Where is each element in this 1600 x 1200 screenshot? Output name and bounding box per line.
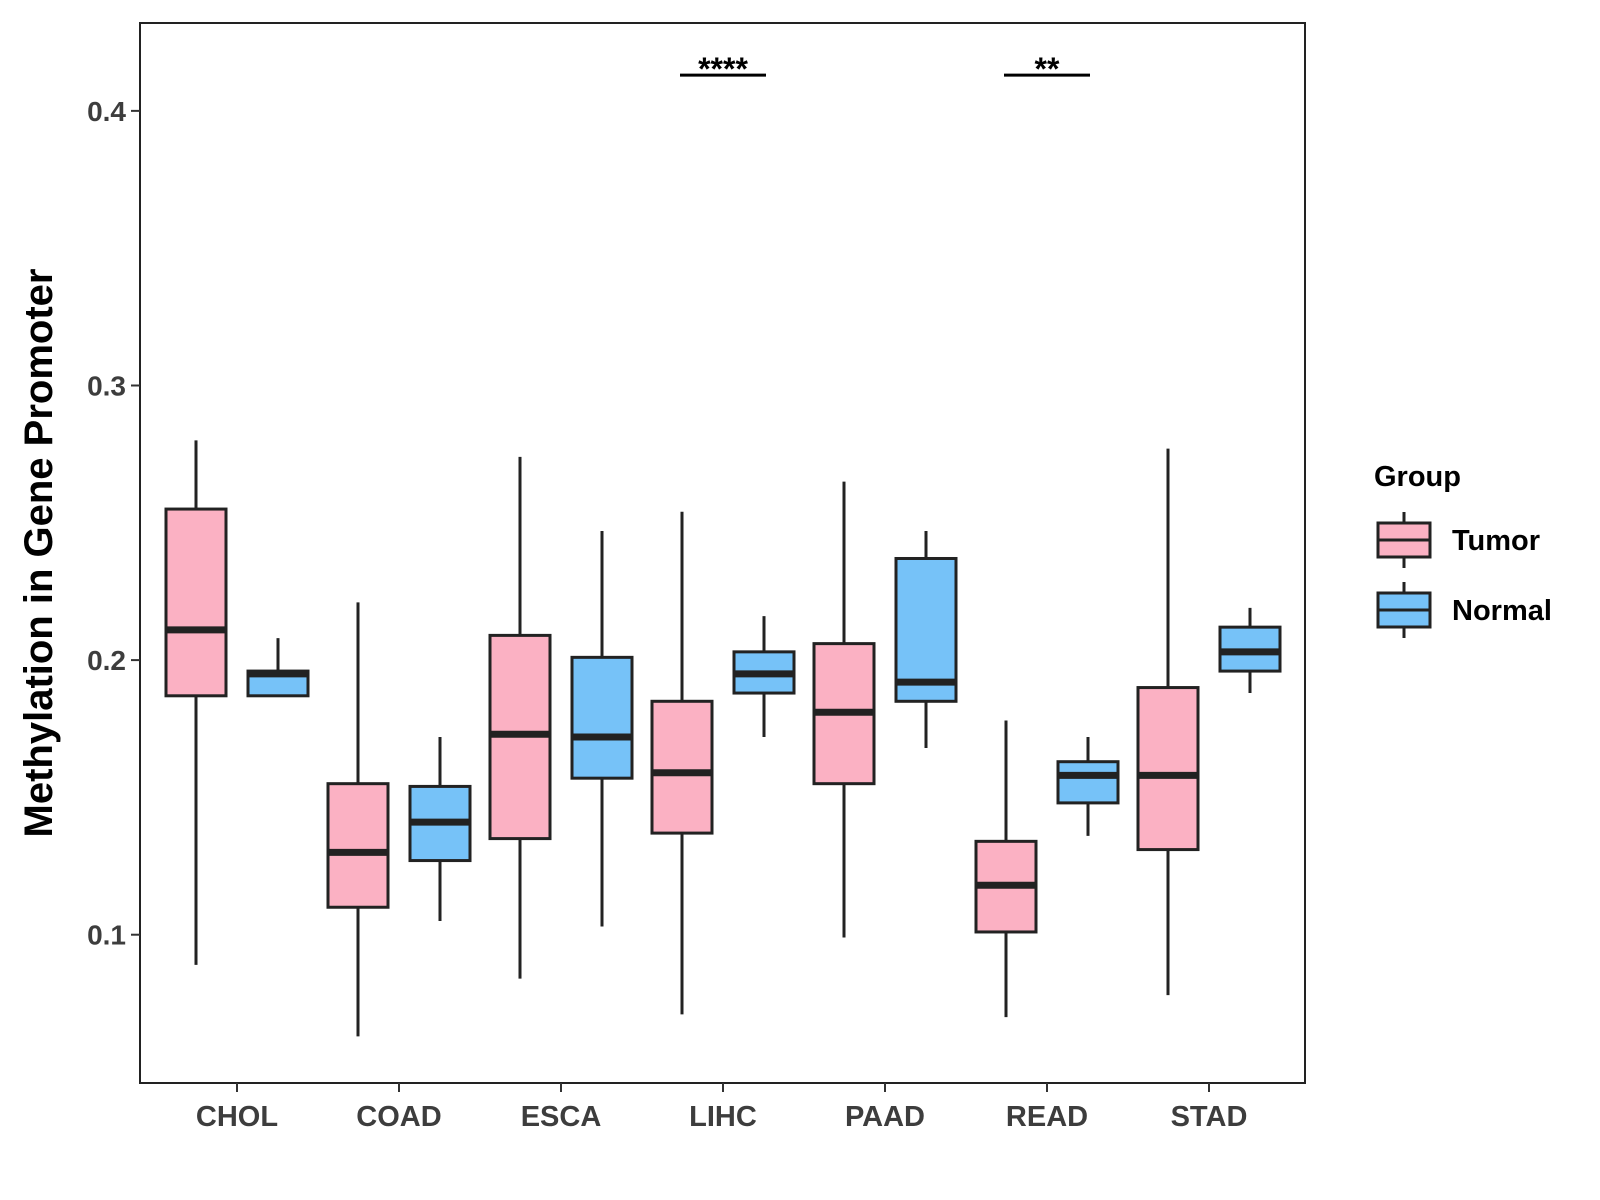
panel-border — [139, 22, 1306, 1084]
y-tick-label: 0.1 — [87, 920, 126, 951]
x-tick-label: COAD — [356, 1101, 441, 1133]
box-normal-lihc — [732, 616, 796, 737]
box-tumor-coad — [326, 602, 390, 1037]
x-tick-label: LIHC — [689, 1101, 757, 1133]
box-body — [164, 507, 228, 698]
x-axis: CHOL COAD ESCA LIHC PAAD READ STAD — [196, 1083, 1247, 1133]
box-body — [326, 782, 390, 909]
box-normal-paad — [894, 531, 958, 748]
box-normal-esca — [570, 531, 634, 927]
box-body — [570, 655, 634, 780]
box-tumor-read — [974, 720, 1038, 1018]
x-tick-label: PAAD — [845, 1101, 925, 1133]
box-tumor-esca — [488, 456, 552, 979]
y-axis-title: Methylation in Gene Promoter — [17, 269, 61, 838]
box-normal-stad — [1218, 607, 1282, 694]
box-normal-read — [1056, 736, 1120, 836]
legend-title: Group — [1374, 461, 1461, 493]
y-tick-label: 0.4 — [87, 96, 126, 127]
box-tumor-lihc — [650, 511, 714, 1015]
box-tumor-chol — [164, 440, 228, 965]
significance-label: ** — [1035, 51, 1060, 87]
legend-label: Tumor — [1452, 525, 1540, 557]
significance-annotations: **** ** — [680, 51, 1090, 87]
x-tick-label: STAD — [1171, 1101, 1248, 1133]
box-body — [1056, 760, 1120, 805]
y-axis: 0.1 0.2 0.3 0.4 — [87, 96, 140, 951]
y-tick-label: 0.3 — [87, 370, 126, 401]
legend: Group Tumor Normal — [1374, 461, 1552, 638]
box-normal-chol — [246, 638, 310, 698]
legend-label: Normal — [1452, 595, 1552, 627]
x-tick-label: ESCA — [521, 1101, 602, 1133]
box-tumor-paad — [812, 481, 876, 938]
x-tick-label: READ — [1006, 1101, 1088, 1133]
y-tick-label: 0.2 — [87, 645, 126, 676]
box-series — [164, 440, 1282, 1037]
box-body — [650, 699, 714, 835]
box-body — [1136, 686, 1200, 852]
significance-label: **** — [698, 51, 748, 87]
box-tumor-stad — [1136, 448, 1200, 996]
box-body — [894, 556, 958, 703]
legend-entry-normal: Normal — [1376, 582, 1552, 638]
legend-entry-tumor: Tumor — [1376, 512, 1540, 568]
x-tick-label: CHOL — [196, 1101, 278, 1133]
box-normal-coad — [408, 736, 472, 921]
